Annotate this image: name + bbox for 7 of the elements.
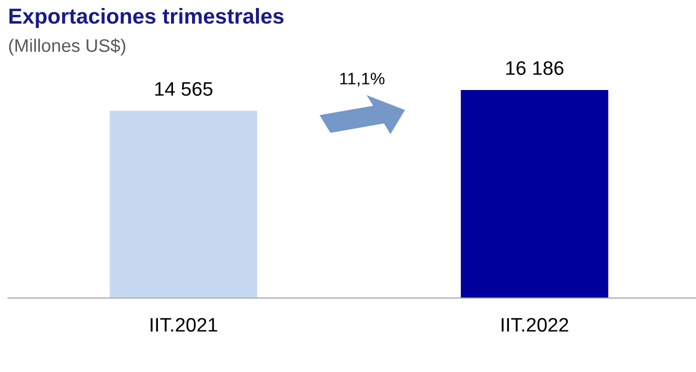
x-tick-label: IIT.2022: [502, 318, 568, 332]
data-label: 16 186: [506, 61, 564, 76]
data-label: 14 565: [155, 82, 212, 96]
chart-subtitle: (Millones US$): [9, 38, 126, 56]
x-tick-label: IIT.2021: [150, 318, 218, 332]
chart-title: Exportaciones trimestrales: [9, 8, 284, 28]
text: 11,1%: [340, 72, 384, 86]
